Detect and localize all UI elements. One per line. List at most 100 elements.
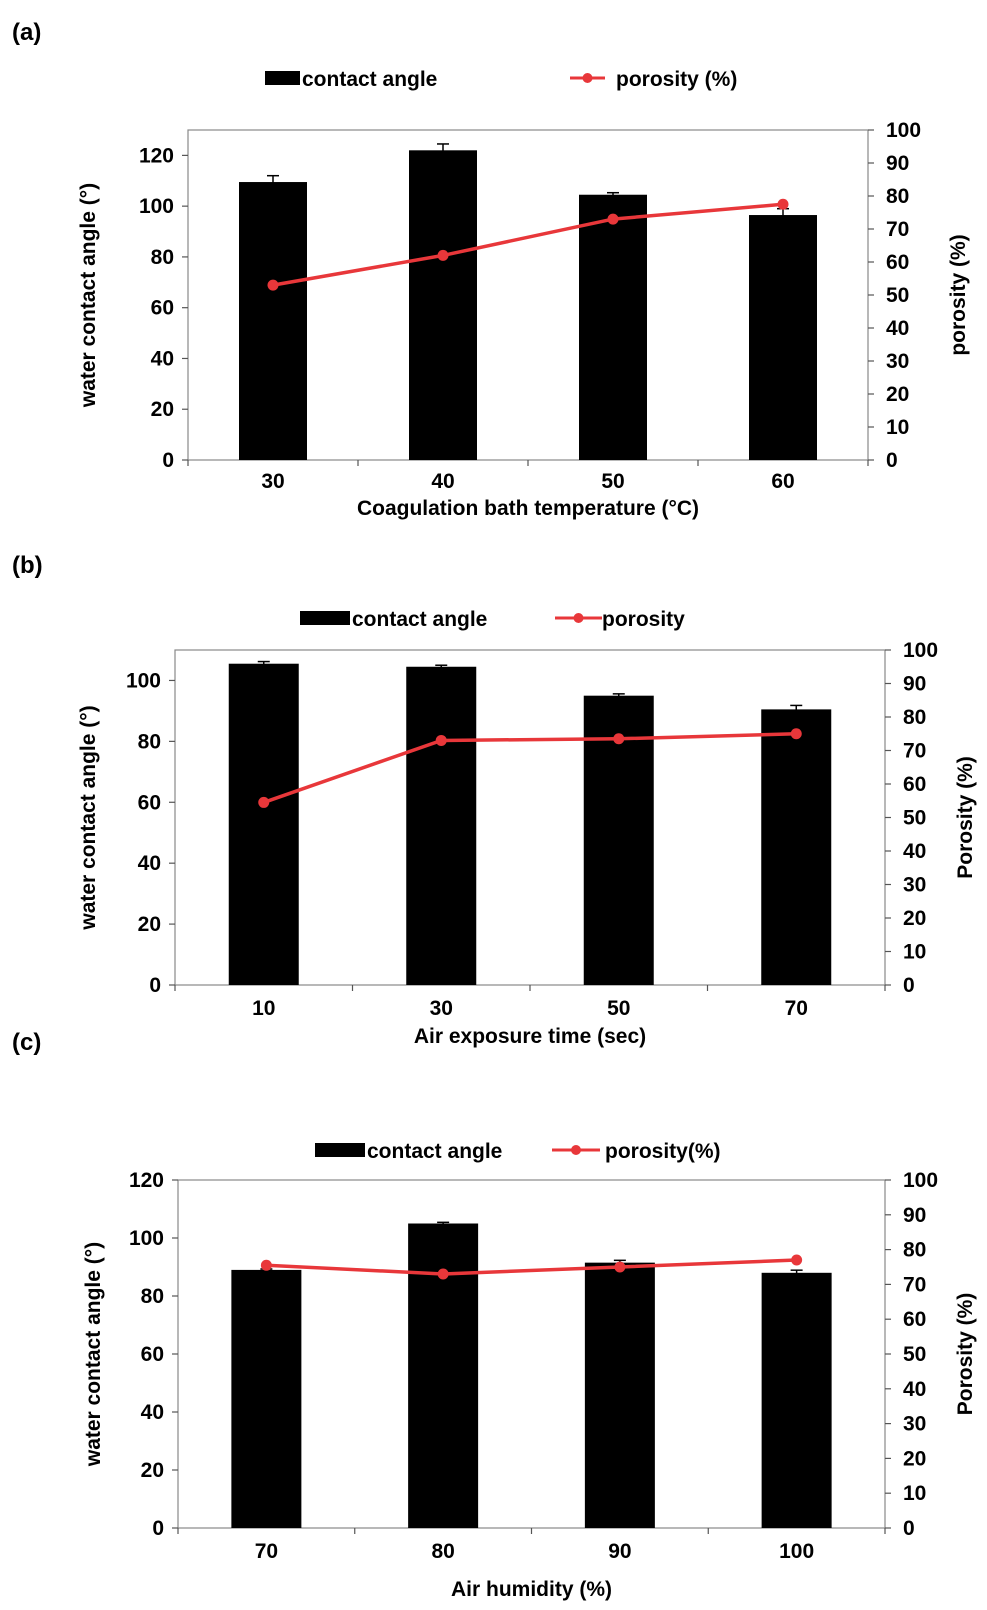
bar-40 [409, 150, 477, 461]
y-axis-title: water contact angle (°) [82, 1242, 105, 1467]
porosity-point-70 [260, 1259, 272, 1271]
y2-tick-label: 90 [903, 673, 926, 696]
y2-tick-label: 80 [903, 1239, 926, 1262]
legend-swatch-porosity-marker [573, 613, 584, 623]
y2-tick-label: 80 [903, 706, 926, 729]
y-axis-title: water contact angle (°) [77, 183, 100, 408]
x-axis-title: Air humidity (%) [451, 1578, 612, 1601]
x-axis-title: Air exposure time (sec) [414, 1025, 646, 1048]
porosity-point-10 [258, 796, 270, 808]
chart-panel-a: (a) contact angle porosity (%) 0 20 40 60 80 100… [12, 19, 970, 520]
y-tick-label: 60 [141, 1343, 164, 1366]
legend-label-contact-angle: contact angle [302, 68, 437, 91]
porosity-point-80 [437, 1268, 449, 1280]
chart-panel-c: (c) contact angle porosity(%) 0 20 40 60 80 100 1… [12, 1029, 977, 1601]
legend-label-porosity: porosity(%) [605, 1140, 721, 1163]
y2-tick-label: 0 [886, 449, 898, 472]
legend-label-porosity: porosity (%) [616, 68, 737, 91]
x-tick-label: 40 [431, 470, 454, 493]
bar-70 [231, 1269, 302, 1528]
y2-tick-label: 70 [903, 1273, 926, 1296]
legend-swatch-contact-angle [265, 71, 300, 85]
y2-tick-label: 100 [886, 119, 921, 142]
y-tick-label: 60 [151, 297, 174, 320]
y-tick-label: 0 [149, 974, 161, 997]
y2-tick-label: 70 [886, 218, 909, 241]
y2-tick-label: 50 [903, 807, 926, 830]
panel-label: (b) [12, 552, 43, 579]
x-tick-label: 70 [255, 1540, 278, 1563]
x-tick-label: 70 [785, 997, 808, 1020]
y2-tick-label: 100 [903, 639, 938, 662]
y-tick-label: 40 [138, 852, 161, 875]
y2-tick-label: 60 [886, 251, 909, 274]
legend-label-porosity: porosity [602, 608, 685, 631]
y2-tick-label: 30 [903, 1413, 926, 1436]
y2-tick-label: 40 [886, 317, 909, 340]
y2-tick-label: 60 [903, 773, 926, 796]
x-tick-label: 100 [779, 1540, 814, 1563]
y2-axis-title: Porosity (%) [954, 1293, 977, 1416]
y-tick-label: 100 [129, 1227, 164, 1250]
y-tick-label: 80 [138, 730, 161, 753]
y-tick-label: 60 [138, 791, 161, 814]
y2-tick-label: 80 [886, 185, 909, 208]
porosity-point-60 [777, 198, 789, 210]
porosity-point-50 [613, 733, 625, 745]
legend-label-contact-angle: contact angle [367, 1140, 502, 1163]
legend-swatch-porosity-marker [582, 73, 593, 83]
y2-tick-label: 20 [903, 907, 926, 930]
porosity-point-30 [267, 279, 279, 291]
y2-tick-label: 90 [886, 152, 909, 175]
y2-tick-label: 40 [903, 1378, 926, 1401]
y2-axis-title: Porosity (%) [954, 756, 977, 879]
bar-100 [761, 1272, 832, 1528]
x-tick-label: 50 [601, 470, 624, 493]
y2-tick-label: 60 [903, 1308, 926, 1331]
y2-tick-label: 0 [903, 1517, 915, 1540]
y-tick-label: 20 [151, 398, 174, 421]
y2-tick-label: 20 [903, 1447, 926, 1470]
y-tick-label: 80 [141, 1285, 164, 1308]
porosity-line [272, 202, 784, 287]
bar-30 [406, 666, 477, 985]
x-axis-title: Coagulation bath temperature (°C) [357, 497, 699, 520]
y2-tick-label: 30 [886, 350, 909, 373]
bar-50 [579, 194, 647, 460]
y2-tick-label: 20 [886, 383, 909, 406]
y-tick-label: 120 [139, 144, 174, 167]
legend-swatch-contact-angle [315, 1143, 365, 1157]
y-tick-label: 120 [129, 1169, 164, 1192]
porosity-point-100 [791, 1254, 803, 1266]
x-tick-label: 80 [431, 1540, 454, 1563]
y2-axis-title: porosity (%) [947, 234, 970, 355]
porosity-point-50 [607, 213, 619, 225]
x-tick-label: 50 [607, 997, 630, 1020]
legend-swatch-contact-angle [300, 611, 350, 625]
y2-tick-label: 30 [903, 874, 926, 897]
y-tick-label: 100 [126, 669, 161, 692]
y2-tick-label: 10 [903, 941, 926, 964]
y-tick-label: 100 [139, 195, 174, 218]
y-tick-label: 40 [141, 1401, 164, 1424]
porosity-line [263, 732, 797, 805]
bar-70 [761, 709, 832, 985]
panel-label: (c) [12, 1029, 41, 1056]
y-tick-label: 0 [152, 1517, 164, 1540]
y-tick-label: 20 [138, 913, 161, 936]
x-tick-label: 60 [771, 470, 794, 493]
porosity-point-70 [790, 728, 802, 740]
x-tick-label: 90 [608, 1540, 631, 1563]
panel-label: (a) [12, 19, 41, 46]
bar-10 [228, 663, 299, 985]
x-tick-label: 30 [261, 470, 284, 493]
porosity-point-90 [614, 1261, 626, 1273]
bar-90 [584, 1262, 655, 1528]
porosity-point-30 [435, 734, 447, 746]
y2-tick-label: 0 [903, 974, 915, 997]
bar-60 [749, 215, 817, 460]
y2-tick-label: 50 [886, 284, 909, 307]
y-tick-label: 80 [151, 246, 174, 269]
y2-tick-label: 70 [903, 740, 926, 763]
